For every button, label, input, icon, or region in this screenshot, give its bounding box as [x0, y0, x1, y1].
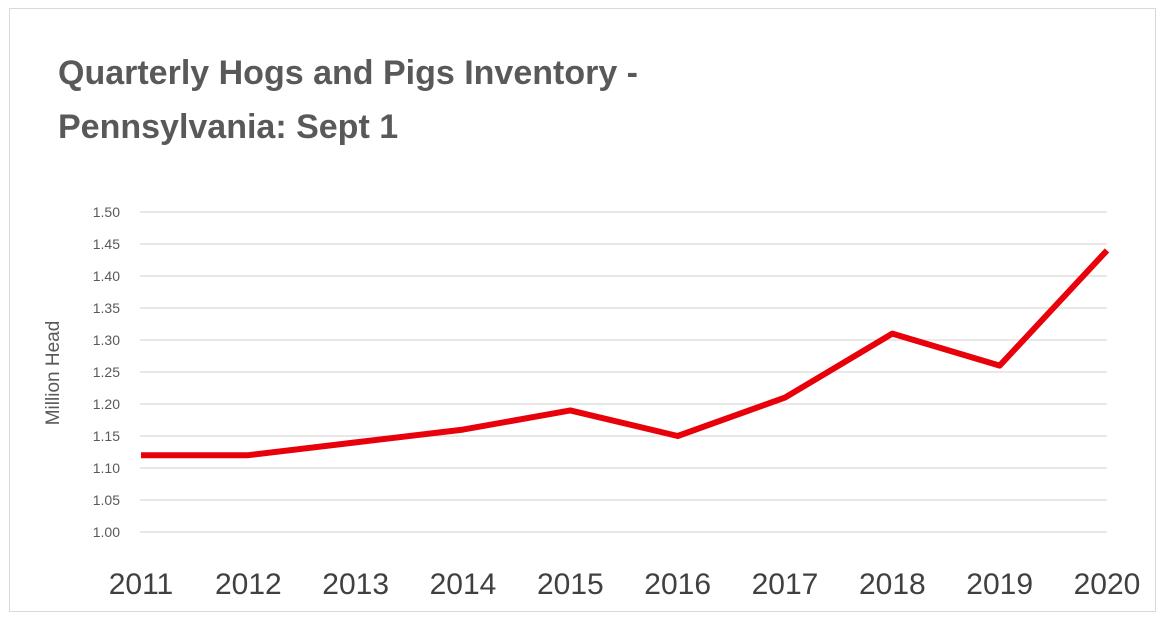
x-tick-label: 2016	[644, 568, 711, 601]
chart-frame	[9, 8, 1156, 612]
x-tick-labels: 2011 2012 2013 2014 2015 2016 2017 2018 2019 2020	[109, 568, 1141, 601]
y-axis-label: Million Head	[43, 321, 64, 426]
x-tick-label: 2011	[109, 568, 174, 601]
x-tick-label: 2018	[859, 568, 926, 601]
y-tick-label: 1.00	[93, 524, 120, 540]
x-tick-label: 2017	[752, 568, 819, 601]
x-tick-label: 2014	[430, 568, 497, 601]
y-tick-label: 1.30	[93, 332, 120, 348]
y-tick-label: 1.50	[93, 204, 120, 220]
y-tick-label: 1.10	[93, 460, 120, 476]
y-tick-label: 1.40	[93, 268, 120, 284]
x-tick-label: 2013	[322, 568, 389, 601]
y-tick-label: 1.05	[93, 492, 120, 508]
y-tick-label: 1.45	[93, 236, 120, 252]
series-layer	[141, 248, 1110, 459]
x-tick-label: 2019	[966, 568, 1033, 601]
y-tick-label: 1.25	[93, 364, 120, 380]
y-tick-label: 1.20	[93, 396, 120, 412]
x-tick-label: 2015	[537, 568, 604, 601]
x-tick-label: 2020	[1074, 568, 1141, 601]
chart-title: Quarterly Hogs and Pigs Inventory - Penn…	[58, 54, 639, 146]
x-tick-label: 2012	[215, 568, 282, 601]
gridlines	[140, 211, 1107, 533]
series-line	[141, 248, 1110, 459]
y-tick-labels: 1.00 1.05 1.10 1.15 1.20 1.25 1.30 1.35 1.40 1.45…	[93, 204, 120, 540]
y-tick-label: 1.15	[93, 428, 120, 444]
y-tick-label: 1.35	[93, 300, 120, 316]
